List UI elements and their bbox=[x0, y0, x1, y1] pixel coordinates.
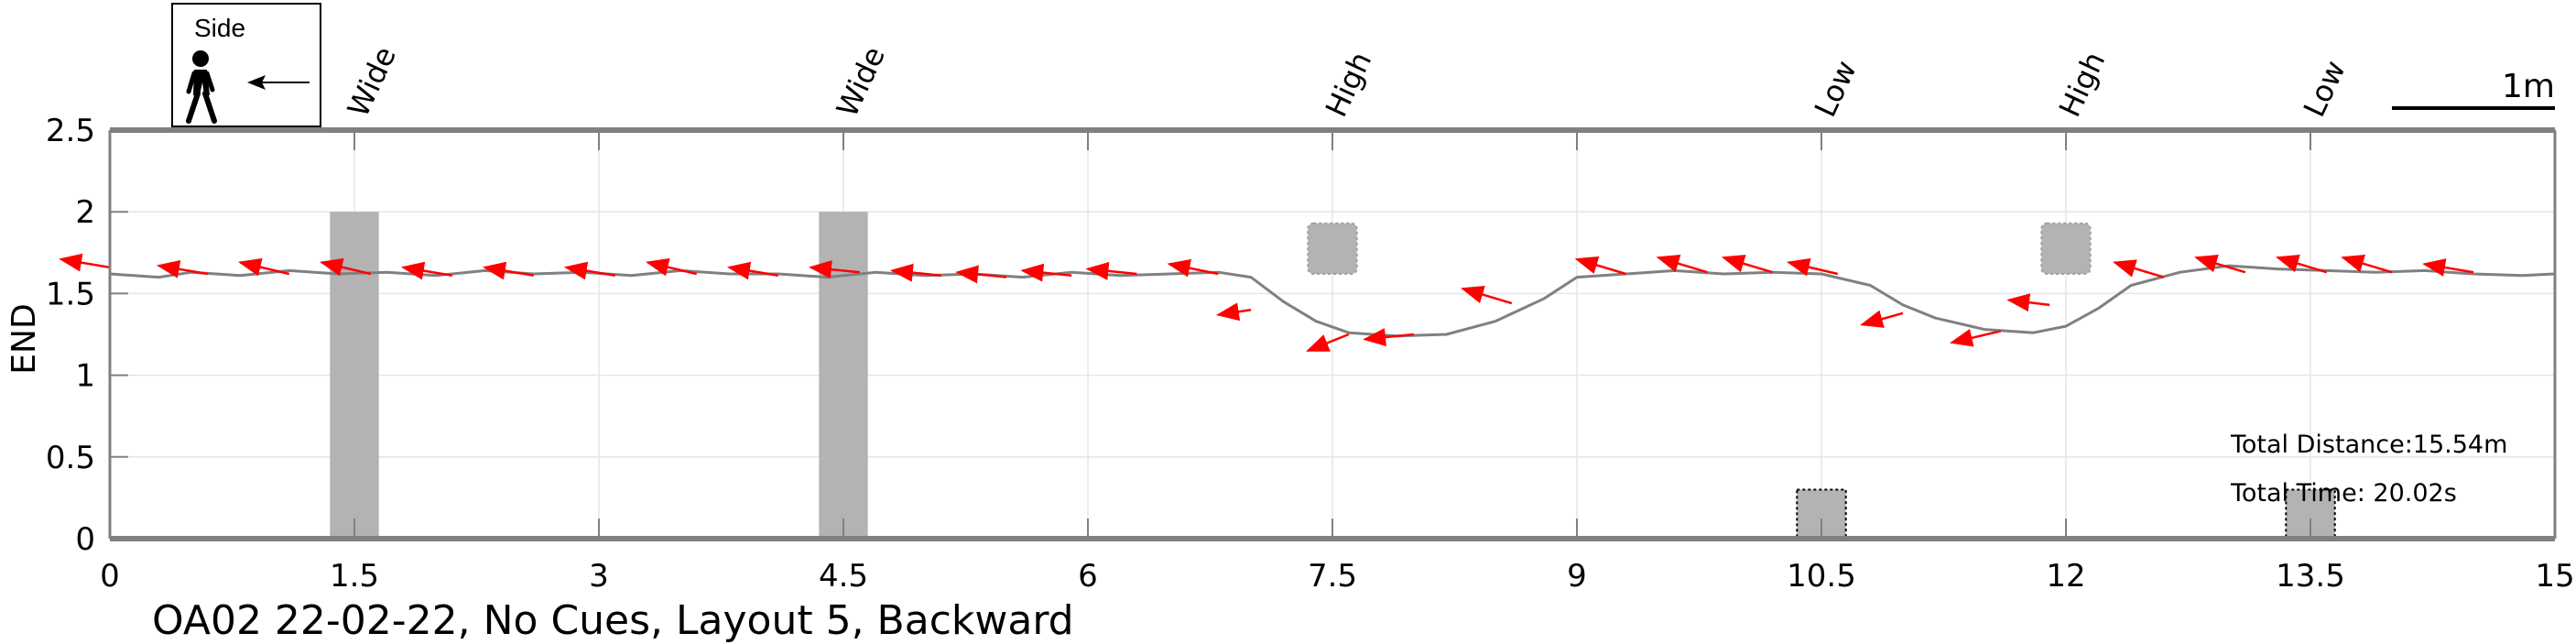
heading-arrow bbox=[1167, 258, 1219, 278]
heading-arrow bbox=[1305, 333, 1350, 353]
obstacle-high-2 bbox=[1307, 222, 1358, 275]
legend-label: Side bbox=[194, 14, 245, 42]
heading-arrow bbox=[1085, 261, 1137, 280]
left-arrow-icon bbox=[247, 75, 310, 90]
y-tick-label: 1.5 bbox=[46, 276, 95, 312]
heading-arrow bbox=[1215, 302, 1252, 322]
heading-arrow bbox=[808, 260, 860, 279]
heading-arrow bbox=[1461, 285, 1513, 305]
x-tick-label: 9 bbox=[1567, 558, 1587, 595]
heading-arrow bbox=[156, 259, 209, 278]
y-axis-label: END bbox=[5, 303, 43, 374]
y-tick-label: 0 bbox=[75, 521, 95, 558]
x-tick-label: 4.5 bbox=[819, 558, 868, 595]
heading-arrow bbox=[2194, 255, 2246, 274]
x-tick-label: 7.5 bbox=[1308, 558, 1357, 595]
heading-arrow bbox=[237, 257, 290, 277]
heading-arrow bbox=[319, 257, 372, 277]
heading-arrow bbox=[726, 261, 779, 280]
x-tick-label: 12 bbox=[2046, 558, 2085, 595]
heading-arrow bbox=[400, 261, 453, 280]
total-time: Total Time: 20.02s bbox=[2230, 479, 2457, 508]
obstacle-label-low: Low bbox=[2297, 55, 2353, 122]
x-tick-label: 1.5 bbox=[330, 558, 379, 595]
obstacle-label-low: Low bbox=[1808, 55, 1864, 122]
x-tick-label: 0 bbox=[100, 558, 120, 595]
heading-arrow bbox=[955, 265, 1007, 284]
heading-arrow bbox=[1721, 255, 1773, 274]
heading-arrow bbox=[1786, 257, 1839, 277]
obstacle-wide-0 bbox=[330, 212, 379, 539]
heading-arrow bbox=[2341, 255, 2393, 274]
heading-arrow bbox=[2276, 255, 2328, 274]
x-tick-label: 13.5 bbox=[2276, 558, 2345, 595]
total-distance: Total Distance:15.54m bbox=[2230, 431, 2507, 459]
walking-person-icon bbox=[186, 50, 217, 124]
chart-title: OA02 22-02-22, No Cues, Layout 5, Backwa… bbox=[152, 597, 1074, 644]
obstacle-label-wide: Wide bbox=[830, 41, 892, 122]
obstacle-label-high: High bbox=[1319, 47, 1379, 123]
heading-arrow bbox=[1574, 256, 1626, 276]
y-tick-label: 0.5 bbox=[46, 440, 95, 476]
heading-arrow bbox=[1363, 328, 1415, 347]
y-tick-label: 2 bbox=[75, 194, 95, 231]
x-tick-label: 10.5 bbox=[1787, 558, 1856, 595]
y-tick-label: 2.5 bbox=[46, 113, 95, 149]
heading-arrow bbox=[2113, 259, 2165, 278]
heading-arrows bbox=[59, 253, 2474, 353]
x-axis-ticks: 0 1.5 3 4.5 6 7.5 9 10.5 12 13.5 15 bbox=[100, 130, 2575, 595]
obstacle-wide-1 bbox=[819, 212, 868, 539]
heading-arrow bbox=[59, 253, 111, 272]
obstacle-label-wide: Wide bbox=[341, 41, 403, 122]
heading-arrow bbox=[2422, 258, 2474, 277]
y-axis-ticks: 0 0.5 1 1.5 2 2.5 bbox=[46, 113, 128, 558]
scale-bar: 1m bbox=[2392, 68, 2555, 110]
obstacle-label-high: High bbox=[2052, 47, 2113, 123]
heading-arrow bbox=[563, 261, 616, 280]
heading-arrow bbox=[482, 261, 535, 280]
x-tick-label: 6 bbox=[1078, 558, 1098, 595]
heading-arrow bbox=[1949, 329, 2002, 347]
y-tick-label: 1 bbox=[75, 358, 95, 395]
heading-arrow bbox=[2006, 293, 2050, 312]
trajectory-series bbox=[109, 264, 2556, 338]
x-tick-label: 15 bbox=[2535, 558, 2574, 595]
scale-bar-label: 1m bbox=[2502, 68, 2555, 105]
x-tick-label: 3 bbox=[589, 558, 609, 595]
heading-arrow bbox=[1020, 263, 1072, 282]
heading-arrow bbox=[645, 257, 698, 277]
heading-arrow bbox=[1656, 255, 1708, 274]
heading-arrow bbox=[1860, 310, 1904, 328]
obstacle-high-4 bbox=[2040, 222, 2092, 275]
legend: Side bbox=[171, 3, 321, 127]
trajectory-line-0 bbox=[109, 264, 2556, 338]
heading-arrow bbox=[889, 263, 941, 282]
obstacle-labels: Wide Wide High Low High Low bbox=[341, 41, 2353, 122]
